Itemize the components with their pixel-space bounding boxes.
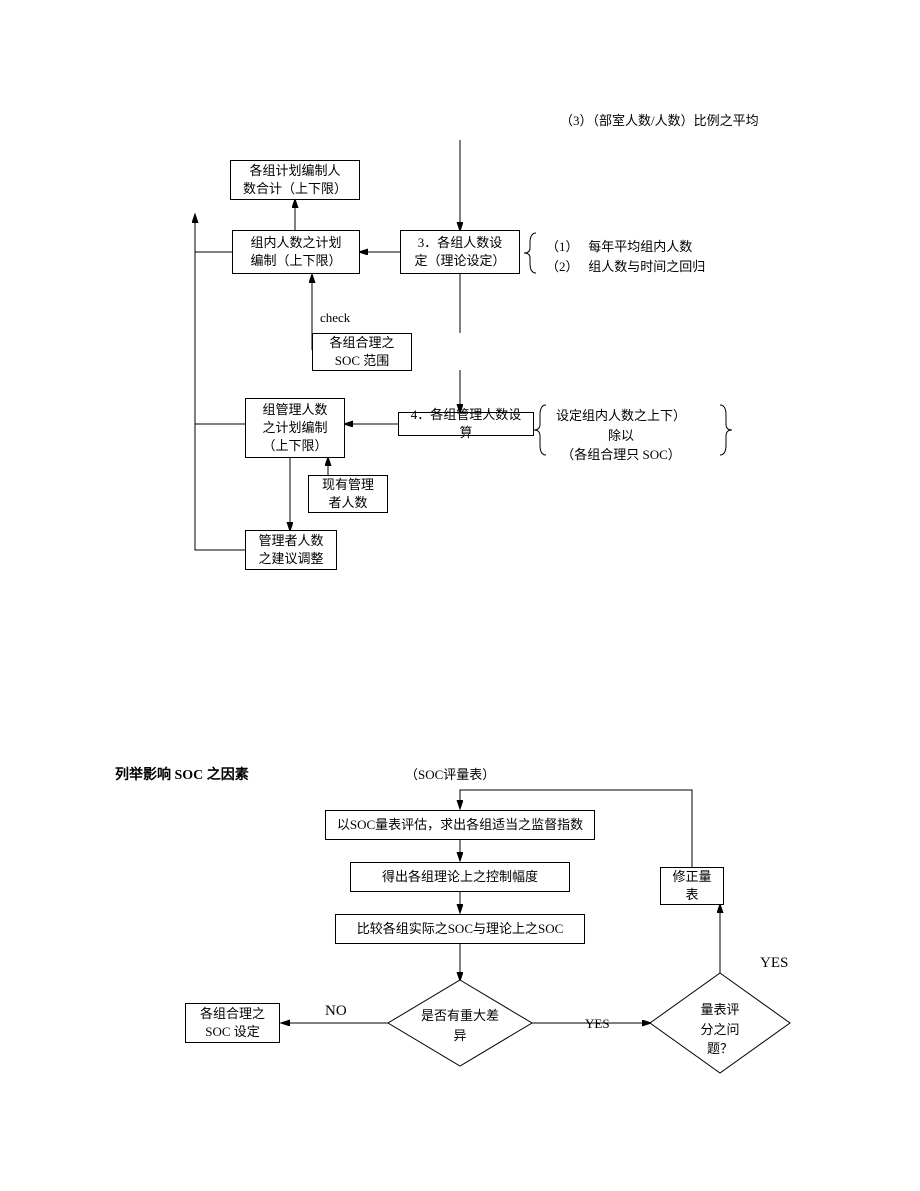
- node-n5-text: 组管理人数 之计划编制 （上下限）: [262, 401, 327, 456]
- node-s1: 以SOC量表评估，求出各组适当之监督指数: [325, 810, 595, 840]
- node-n7: 现有管理 者人数: [308, 475, 388, 513]
- node-s4: 修正量表: [660, 867, 724, 905]
- node-n6-right: 设定组内人数之上下） 除以 （各组合理只 SOC）: [556, 406, 686, 465]
- node-s5-text: 各组合理之 SOC 设定: [200, 1005, 265, 1041]
- yes-label-d1: YES: [585, 1014, 610, 1034]
- node-n3: 3．各组人数设 定（理论设定）: [400, 230, 520, 274]
- node-s3-text: 比较各组实际之SOC与理论上之SOC: [357, 920, 564, 938]
- node-n2-text: 组内人数之计划 编制（上下限）: [250, 234, 341, 270]
- node-n1-text: 各组计划编制人 数合计（上下限）: [243, 162, 347, 198]
- node-s1-text: 以SOC量表评估，求出各组适当之监督指数: [337, 816, 583, 834]
- page: （3）（部室人数/人数）比例之平均 各组计划编制人 数合计（上下限） 组内人数之…: [0, 0, 920, 1191]
- node-s2: 得出各组理论上之控制幅度: [350, 862, 570, 892]
- section2-subtitle: （SOC评量表）: [405, 765, 495, 785]
- node-n3-right: （1） 每年平均组内人数 （2） 组人数与时间之回归: [546, 237, 705, 276]
- section2-title: 列举影响 SOC 之因素: [115, 765, 249, 786]
- node-s3: 比较各组实际之SOC与理论上之SOC: [335, 914, 585, 944]
- node-n8-text: 管理者人数 之建议调整: [258, 532, 323, 568]
- node-n3-text: 3．各组人数设 定（理论设定）: [414, 234, 505, 270]
- top-note: （3）（部室人数/人数）比例之平均: [560, 111, 759, 131]
- node-n8: 管理者人数 之建议调整: [245, 530, 337, 570]
- node-s4-text: 修正量表: [667, 868, 717, 904]
- node-s2-text: 得出各组理论上之控制幅度: [382, 868, 538, 886]
- diamond-d2-text: 量表评 分之问 题？: [697, 1000, 743, 1059]
- diamond-d1-text: 是否有重大差 异: [417, 1006, 503, 1045]
- node-n6-text: 4．各组管理人数设算: [405, 406, 527, 442]
- node-n4-text: 各组合理之 SOC 范围: [329, 334, 394, 370]
- node-n4: 各组合理之 SOC 范围: [312, 333, 412, 371]
- node-n6: 4．各组管理人数设算: [398, 412, 534, 436]
- node-n1: 各组计划编制人 数合计（上下限）: [230, 160, 360, 200]
- node-n5: 组管理人数 之计划编制 （上下限）: [245, 398, 345, 458]
- node-s5: 各组合理之 SOC 设定: [185, 1003, 280, 1043]
- node-n7-text: 现有管理 者人数: [322, 476, 374, 512]
- yes-label-d2: YES: [760, 952, 788, 975]
- no-label: NO: [325, 1000, 347, 1023]
- node-n2: 组内人数之计划 编制（上下限）: [232, 230, 360, 274]
- check-label: check: [320, 308, 350, 328]
